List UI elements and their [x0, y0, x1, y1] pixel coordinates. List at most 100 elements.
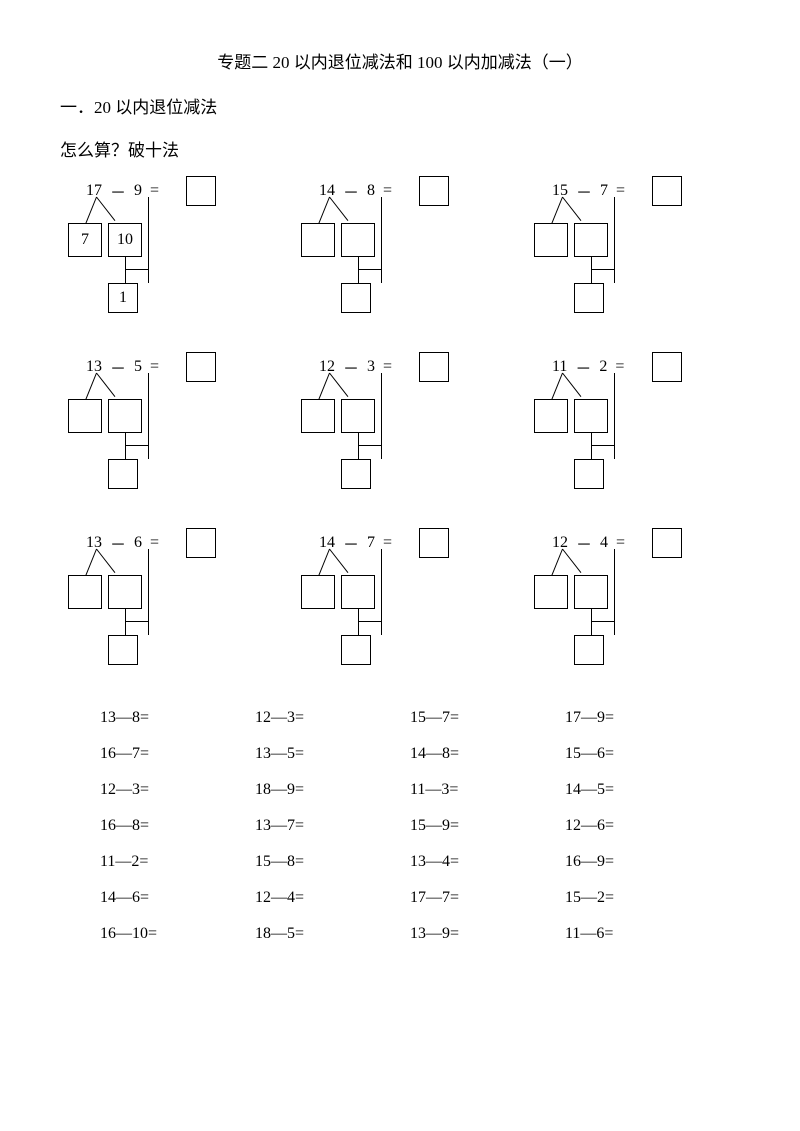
equation-row: 16—10=18—5=13—9=11—6= [100, 925, 740, 943]
vertical-line [381, 549, 382, 635]
equals-sign: = [383, 534, 392, 552]
split-right-box[interactable] [574, 223, 608, 257]
sub-heading: 怎么算？破十法 [60, 136, 740, 161]
split-left-value: 7 [81, 231, 89, 249]
connector-line [591, 433, 592, 459]
equals-sign: = [383, 182, 392, 200]
split-right-box[interactable] [574, 575, 608, 609]
bottom-box[interactable] [108, 459, 138, 489]
equation-cell: 16—7= [100, 745, 255, 763]
minus-sign: － [576, 179, 592, 203]
bottom-box[interactable] [108, 635, 138, 665]
diagram: 13－5= [68, 355, 263, 505]
equation-cell: 14—6= [100, 889, 255, 907]
answer-box[interactable] [652, 176, 682, 206]
split-left-box[interactable] [301, 223, 335, 257]
connector-line [591, 269, 614, 270]
connector-line [125, 609, 126, 635]
bottom-box[interactable] [341, 459, 371, 489]
split-left-box[interactable] [534, 575, 568, 609]
minus-sign: － [110, 179, 126, 203]
connector-line [358, 257, 359, 283]
minuend: 17 [86, 182, 102, 200]
vertical-line [148, 373, 149, 459]
split-right-box[interactable] [341, 399, 375, 433]
equation-cell: 11—2= [100, 853, 255, 871]
equation-cell: 13—8= [100, 709, 255, 727]
equation-row: 13—8=12—3=15—7=17—9= [100, 709, 740, 727]
answer-box[interactable] [186, 176, 216, 206]
bottom-box[interactable] [574, 459, 604, 489]
equation-cell: 16—9= [565, 853, 720, 871]
vertical-line [148, 197, 149, 283]
diagram: 11－2= [534, 355, 729, 505]
split-left-box[interactable]: 7 [68, 223, 102, 257]
answer-box[interactable] [652, 528, 682, 558]
subtrahend: 2 [599, 358, 607, 376]
split-left-box[interactable] [68, 399, 102, 433]
split-right-box[interactable] [108, 399, 142, 433]
split-right-box[interactable]: 10 [108, 223, 142, 257]
equation-cell: 14—5= [565, 781, 720, 799]
split-left-box[interactable] [68, 575, 102, 609]
equation-cell: 15—7= [410, 709, 565, 727]
split-left-box[interactable] [534, 399, 568, 433]
bottom-box[interactable]: 1 [108, 283, 138, 313]
split-left-box[interactable] [301, 399, 335, 433]
equation-cell: 13—5= [255, 745, 410, 763]
equation-cell: 15—6= [565, 745, 720, 763]
equation-cell: 13—4= [410, 853, 565, 871]
split-left-box[interactable] [534, 223, 568, 257]
split-right-box[interactable] [574, 399, 608, 433]
subtrahend: 6 [134, 534, 142, 552]
connector-line [358, 433, 359, 459]
equation-row: 12—3=18—9=11—3=14—5= [100, 781, 740, 799]
bottom-box[interactable] [574, 283, 604, 313]
equation-row: 16—7=13—5=14—8=15—6= [100, 745, 740, 763]
minus-sign: － [576, 531, 592, 555]
equation-cell: 17—9= [565, 709, 720, 727]
connector-line [591, 445, 614, 446]
split-right-value: 10 [117, 231, 133, 249]
connector-line [125, 433, 126, 459]
diagram: 14－7= [301, 531, 496, 681]
connector-line [358, 621, 381, 622]
subtrahend: 4 [600, 534, 608, 552]
answer-box[interactable] [419, 176, 449, 206]
bottom-box[interactable] [341, 283, 371, 313]
equation-cell: 17—7= [410, 889, 565, 907]
connector-line [358, 445, 381, 446]
minuend: 12 [552, 534, 568, 552]
equation-cell: 11—6= [565, 925, 720, 943]
equation-cell: 16—10= [100, 925, 255, 943]
minuend: 13 [86, 534, 102, 552]
equation-cell: 13—9= [410, 925, 565, 943]
split-left-box[interactable] [301, 575, 335, 609]
answer-box[interactable] [186, 528, 216, 558]
answer-box[interactable] [652, 352, 682, 382]
split-right-box[interactable] [341, 223, 375, 257]
split-right-box[interactable] [341, 575, 375, 609]
equation-cell: 13—7= [255, 817, 410, 835]
bottom-box[interactable] [574, 635, 604, 665]
minuend: 14 [319, 534, 335, 552]
minus-sign: － [110, 531, 126, 555]
answer-box[interactable] [419, 528, 449, 558]
equation-cell: 12—6= [565, 817, 720, 835]
answer-box[interactable] [186, 352, 216, 382]
equation-grid: 13—8=12—3=15—7=17—9= 16—7=13—5=14—8=15—6=… [100, 709, 740, 943]
bottom-box[interactable] [341, 635, 371, 665]
diagram-row: 17－9=710114－8=15－7= [68, 179, 740, 329]
vertical-line [614, 197, 615, 283]
equation-row: 11—2=15—8=13—4=16—9= [100, 853, 740, 871]
subtrahend: 3 [367, 358, 375, 376]
equation-cell: 14—8= [410, 745, 565, 763]
diagram: 12－3= [301, 355, 496, 505]
answer-box[interactable] [419, 352, 449, 382]
vertical-line [148, 549, 149, 635]
diagram-row: 13－5= 12－3= 11－2= [68, 355, 740, 505]
subtrahend: 7 [600, 182, 608, 200]
equation-cell: 15—8= [255, 853, 410, 871]
split-right-box[interactable] [108, 575, 142, 609]
equation-cell: 15—9= [410, 817, 565, 835]
